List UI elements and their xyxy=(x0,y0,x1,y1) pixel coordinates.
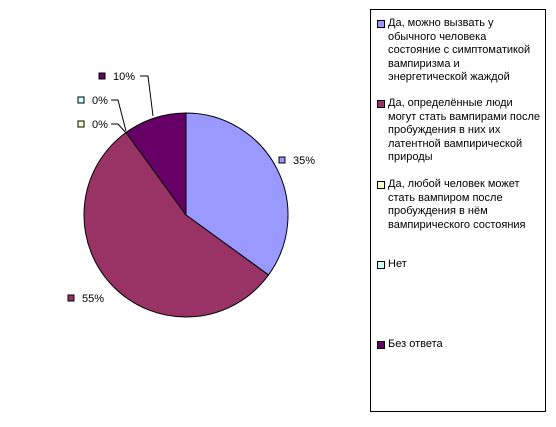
data-label-swatch-4 xyxy=(77,96,85,104)
legend-label-1: Да, можно вызвать у обычного человека со… xyxy=(388,17,531,83)
data-label-3: 0% xyxy=(92,119,108,131)
data-label-swatch-1 xyxy=(278,156,286,164)
legend-label-3: Да, любой человек может стать вампиром п… xyxy=(388,178,526,231)
pie-chart: 35% 55% 0% 0% 10% xyxy=(67,71,315,318)
leader-line-5 xyxy=(140,75,154,117)
legend-swatch-5 xyxy=(377,341,385,349)
legend: Да, можно вызвать у обычного человека со… xyxy=(370,9,546,412)
data-label-4: 0% xyxy=(92,95,108,107)
pie-slice-2 xyxy=(83,131,270,318)
data-label-swatch-2 xyxy=(67,294,75,302)
legend-swatch-3 xyxy=(377,181,385,189)
legend-item-4: Нет xyxy=(377,258,541,272)
data-label-5: 10% xyxy=(113,71,135,83)
legend-swatch-2 xyxy=(377,100,385,108)
legend-item-2: Да, определённые люди могут стать вампир… xyxy=(377,97,541,165)
legend-item-3: Да, любой человек может стать вампиром п… xyxy=(377,178,541,232)
data-label-swatch-5 xyxy=(98,72,106,80)
legend-label-5: Без ответа xyxy=(388,338,443,350)
data-label-swatch-3 xyxy=(77,120,85,128)
legend-label-4: Нет xyxy=(388,258,407,270)
legend-label-2: Да, определённые люди могут стать вампир… xyxy=(388,97,541,163)
legend-swatch-4 xyxy=(377,261,385,269)
legend-item-1: Да, можно вызвать у обычного человека со… xyxy=(377,17,541,85)
data-label-1: 35% xyxy=(293,155,315,167)
leader-line-3 xyxy=(111,123,127,134)
legend-item-5: Без ответа xyxy=(377,338,541,352)
pie-slice-1 xyxy=(185,112,289,276)
leader-line-4 xyxy=(111,99,127,132)
data-label-2: 55% xyxy=(82,293,104,305)
legend-swatch-1 xyxy=(377,20,385,28)
